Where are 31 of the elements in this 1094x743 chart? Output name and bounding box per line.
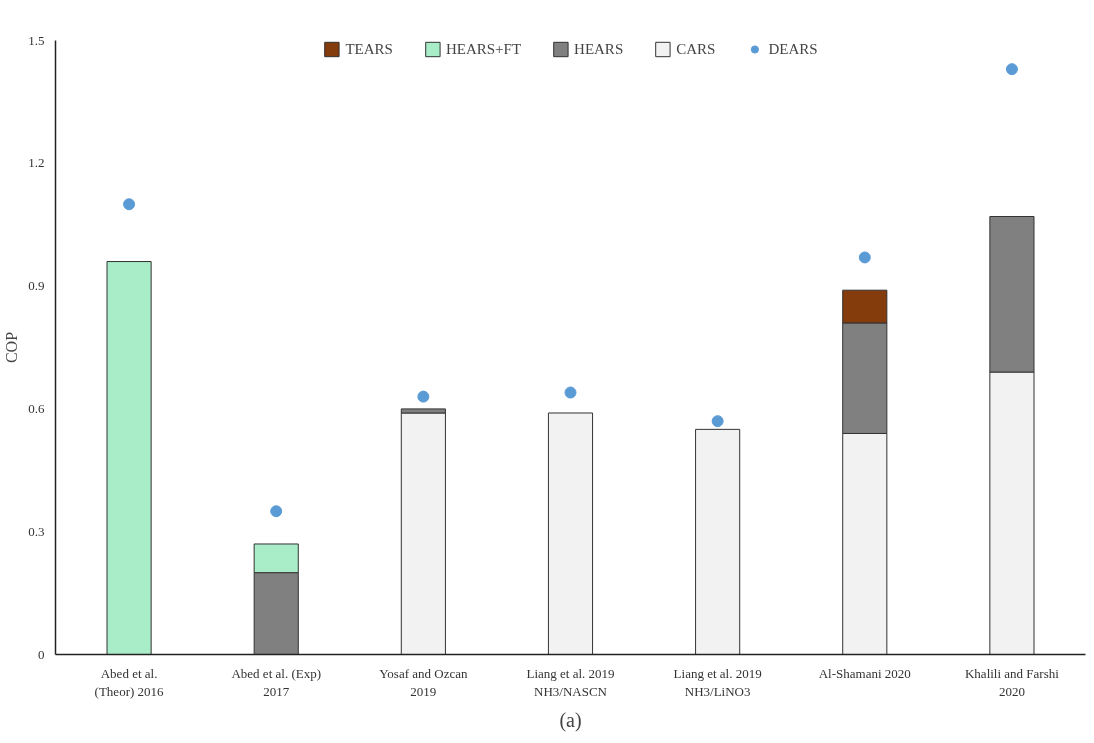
bar [400, 412, 446, 655]
y-tick-label: 0.3 [28, 523, 45, 539]
y-tick-label: 1.5 [28, 32, 45, 48]
bar [106, 261, 152, 655]
y-tick-label: 1.2 [28, 155, 45, 171]
legend-label: DEARS [768, 40, 818, 58]
legend-label: HEARS+FT [445, 40, 522, 58]
x-tick-label: Khalili and Farshi 2020 [964, 665, 1060, 699]
x-tick-label: Abed et al. (Exp) 2017 [231, 665, 321, 699]
x-tick-label: Liang et al. 2019 NH3/NASCN [526, 665, 615, 699]
legend-label: CARS [676, 40, 716, 58]
x-tick-label: Liang et al. 2019 NH3/LiNO3 [673, 665, 762, 699]
point [270, 505, 283, 518]
x-tick-label: Al-Shamani 2020 [818, 665, 911, 681]
x-tick-label: Abed et al. (Theor) 2016 [94, 665, 165, 699]
bar [547, 412, 594, 655]
point [711, 415, 724, 428]
legend-label: HEARS [574, 40, 624, 58]
point [417, 390, 430, 403]
y-tick-label: 0 [38, 646, 45, 662]
bar [695, 428, 741, 655]
x-tick-label: Yosaf and Ozcan 2019 [379, 665, 468, 699]
point [1005, 63, 1018, 76]
point [123, 198, 136, 211]
text: (a) [559, 708, 582, 732]
y-tick-label: 0.6 [28, 400, 45, 416]
point [858, 251, 871, 264]
y-axis-title: COP [3, 331, 21, 364]
y-tick-label: 0.9 [28, 278, 45, 294]
legend-label: TEARS [345, 40, 393, 58]
point [564, 386, 577, 399]
